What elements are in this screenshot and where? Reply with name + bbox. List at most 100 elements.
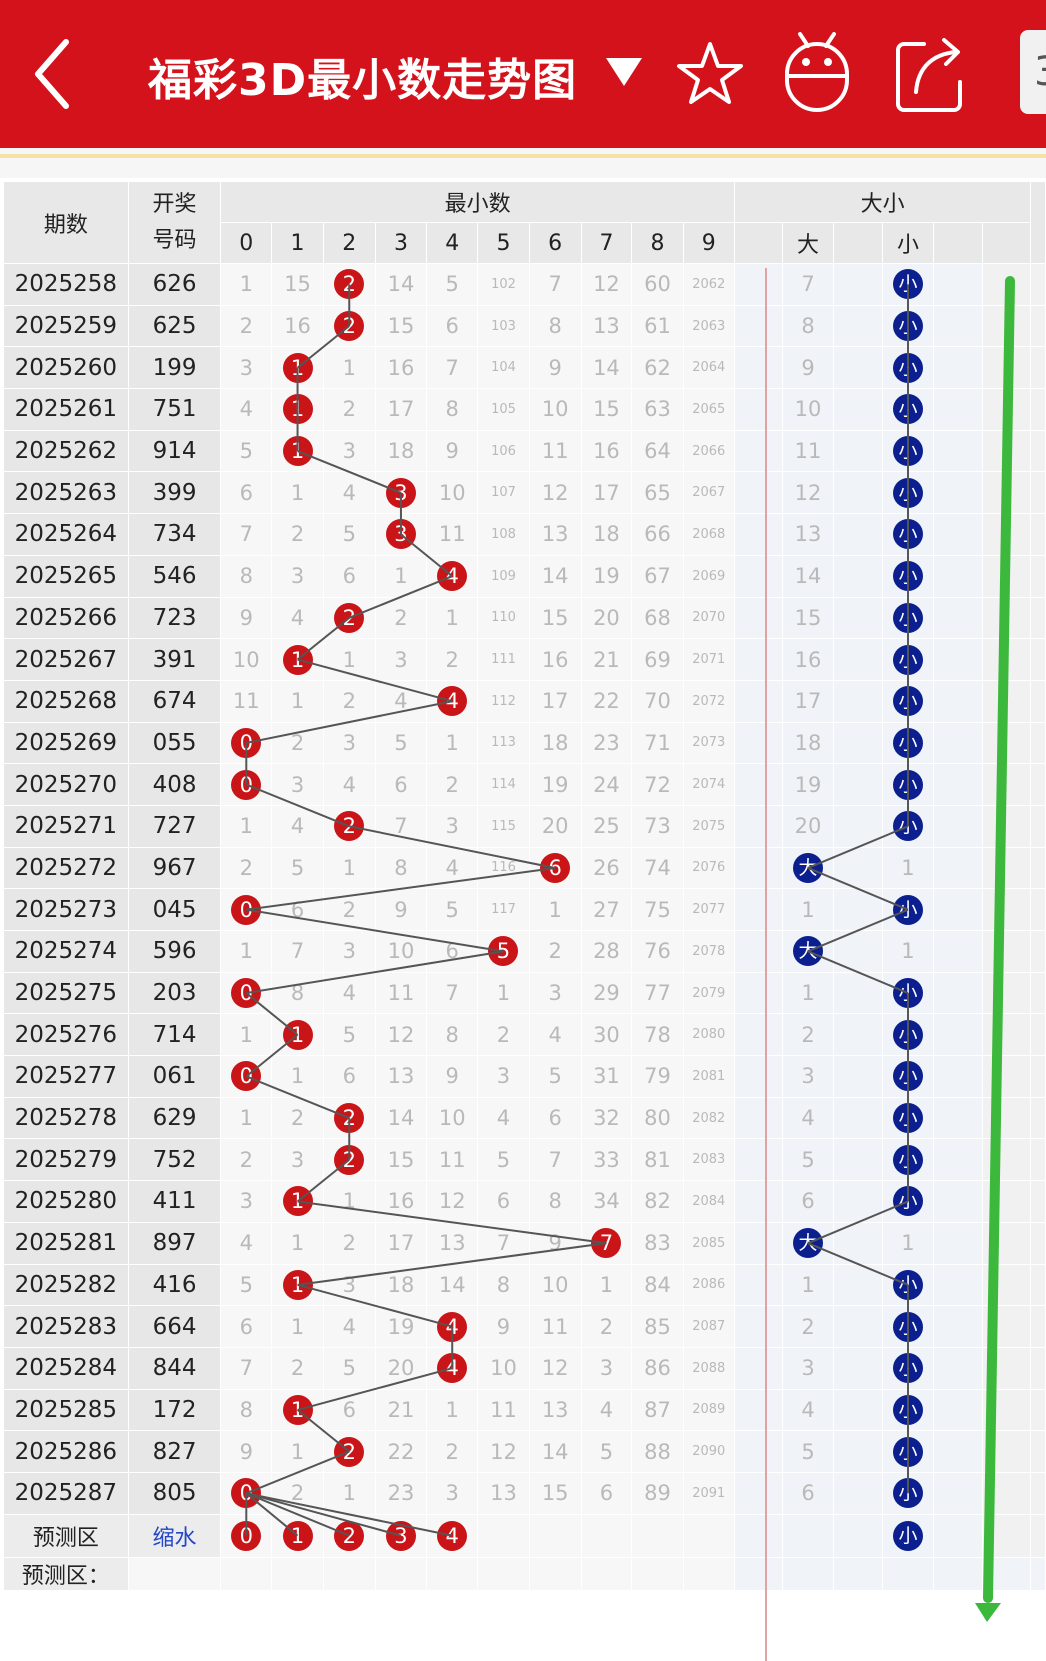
big-cell: 10 [781,388,835,431]
table-row: 2025271 727 1 4 2 7 3 115 20 25 73 2075 20 小 [3,804,1046,848]
bs-pad-cell [733,1513,783,1558]
period-cell: 2025279 [3,1138,129,1182]
period-cell: 2025286 [3,1430,129,1473]
period-cell: 2025276 [3,1013,129,1057]
bs-pad-cell [426,1556,479,1591]
big-ball: 大 [793,852,823,883]
miss-cell: 20 [528,804,582,848]
miss-cell: 6 [322,1055,376,1098]
min-hit-cell: 2 [322,263,376,306]
miss-cell: 11 [426,513,479,556]
predict-ball[interactable]: 1 [282,1520,313,1551]
period-cell: 2025271 [3,804,129,848]
big-cell: 1 [781,888,835,931]
miss-cell: 6 [477,1180,530,1223]
predict-ball[interactable]: 4 [437,1520,468,1551]
min-hit-cell: 0 [220,721,273,765]
row-edge [1030,638,1046,681]
miss-cell: 2083 [682,1138,735,1182]
miss-cell: 2070 [682,596,735,640]
bs-pad-cell [932,471,983,515]
miss-cell: 1 [322,1180,376,1223]
miss-cell: 72 [631,763,684,806]
bs-pad-cell [833,1556,884,1591]
predict-ball[interactable]: 3 [385,1520,416,1551]
row-edge [1030,554,1046,598]
miss-cell: 5 [477,1138,530,1182]
miss-cell: 2077 [682,888,735,931]
miss-cell: 16 [271,304,324,348]
shrink-link[interactable]: 缩水 [127,1513,222,1558]
table-row: 2025260 199 3 1 1 16 7 104 9 14 62 2064 9 小 [3,346,1046,390]
bs-pad-cell [733,429,783,473]
table-row: 2025279 752 2 3 2 15 11 5 7 33 81 2083 5 小 [3,1138,1046,1182]
min-ball: 5 [488,936,519,967]
miss-cell: 1 [271,1221,324,1265]
share-icon[interactable] [894,30,966,114]
bs-pad-cell [833,1346,884,1390]
miss-cell: 22 [374,1430,428,1473]
miss-cell: 5 [528,1055,582,1098]
min-hit-cell: 0 [220,1055,273,1098]
bs-pad-cell [733,596,783,640]
bs-pad-cell [781,1513,835,1558]
row-edge [1030,429,1046,473]
miss-cell: 6 [426,304,479,348]
predict-cell: 3 [374,1513,428,1558]
min-ball: 2 [334,1436,365,1467]
miss-cell: 71 [631,721,684,765]
bs-pad-cell [981,1513,1032,1558]
miss-cell: 2 [477,1013,530,1057]
extra-header-button[interactable]: 3 [1020,30,1046,114]
min-hit-cell: 4 [426,679,479,723]
miss-cell: 15 [528,596,582,640]
predict-ball[interactable]: 0 [231,1520,262,1551]
min-hit-cell: 4 [426,1305,479,1348]
predict-small-ball[interactable]: 小 [892,1520,923,1551]
miss-cell: 2 [220,1138,273,1182]
star-icon[interactable] [676,40,744,108]
android-icon[interactable] [782,30,852,114]
row-edge [1030,1346,1046,1390]
miss-cell: 111 [477,638,530,681]
miss-cell: 2072 [682,679,735,723]
back-arrow-icon[interactable] [28,36,78,112]
miss-cell: 8 [220,1388,273,1432]
min-hit-cell: 0 [220,763,273,806]
page-title[interactable]: 福彩3D最小数走势图 [148,55,578,106]
draw-number-cell: 045 [127,888,222,931]
divider-line [765,268,767,1661]
miss-cell: 63 [631,388,684,431]
miss-cell: 1 [220,804,273,848]
big-cell: 6 [781,1471,835,1515]
miss-cell: 15 [580,388,633,431]
bs-pad-cell [981,721,1032,765]
big-cell: 3 [781,1346,835,1390]
bs-pad-cell [833,513,884,556]
predict-small-cell: 小 [882,1513,934,1558]
bs-pad-header [932,222,983,264]
triangle-down-icon[interactable] [604,54,644,90]
big-cell: 2 [781,1305,835,1348]
bs-pad-cell [833,1513,884,1558]
small-ball: 小 [892,269,923,300]
miss-cell: 2086 [682,1263,735,1307]
bs-pad-cell [932,930,983,973]
draw-number-cell: 727 [127,804,222,848]
miss-cell: 4 [271,804,324,848]
table-row: 2025285 172 8 1 6 21 1 11 13 4 87 2089 4 小 [3,1388,1046,1432]
table-row: 2025273 045 0 6 2 9 5 117 1 27 75 2077 1 小 [3,888,1046,931]
min-hit-cell: 1 [271,388,324,431]
draw-number-cell: 714 [127,1013,222,1057]
small-ball: 小 [892,811,923,842]
predict-ball[interactable]: 2 [334,1520,365,1551]
miss-cell: 4 [477,1096,530,1140]
draw-number-cell: 664 [127,1305,222,1348]
miss-cell: 8 [426,1013,479,1057]
miss-cell: 18 [374,1263,428,1307]
bs-pad-cell [981,263,1032,306]
miss-cell: 2065 [682,388,735,431]
small-cell: 小 [882,1305,934,1348]
miss-cell: 2074 [682,763,735,806]
miss-cell: 117 [477,888,530,931]
